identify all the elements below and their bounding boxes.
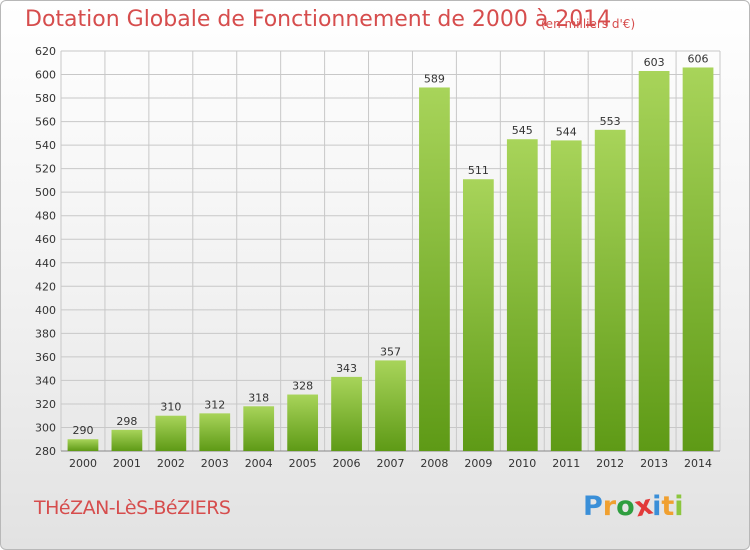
data-label-2000: 290 bbox=[72, 424, 93, 437]
bar-2000 bbox=[67, 439, 99, 451]
logo-letter: t bbox=[661, 491, 675, 522]
x-tick-label-2013: 2013 bbox=[640, 457, 668, 470]
y-tick-label: 460 bbox=[35, 233, 56, 246]
x-tick-label-2009: 2009 bbox=[464, 457, 492, 470]
bar-2011 bbox=[550, 140, 582, 452]
bar-2004 bbox=[243, 406, 275, 451]
data-label-2004: 318 bbox=[248, 391, 269, 404]
data-label-2013: 603 bbox=[644, 56, 665, 69]
commune-name: THéZAN-LèS-BéZIERS bbox=[34, 497, 231, 519]
y-tick-label: 420 bbox=[35, 280, 56, 293]
bar-2001 bbox=[111, 429, 143, 451]
logo-letter: i bbox=[674, 491, 684, 522]
data-label-2011: 544 bbox=[556, 125, 577, 138]
y-tick-label: 400 bbox=[35, 304, 56, 317]
bar-2002 bbox=[155, 415, 187, 451]
x-tick-label-2005: 2005 bbox=[289, 457, 317, 470]
data-label-2008: 589 bbox=[424, 72, 445, 85]
x-tick-label-2006: 2006 bbox=[333, 457, 361, 470]
chart-unit: (en milliers d'€) bbox=[541, 17, 636, 31]
y-tick-label: 320 bbox=[35, 398, 56, 411]
bar-2005 bbox=[287, 394, 319, 451]
y-tick-label: 540 bbox=[35, 139, 56, 152]
bar-2008 bbox=[419, 87, 450, 452]
bar-2003 bbox=[199, 413, 231, 451]
data-label-2002: 310 bbox=[160, 401, 181, 414]
y-tick-label: 580 bbox=[35, 92, 56, 105]
x-tick-label-2002: 2002 bbox=[157, 457, 185, 470]
data-label-2007: 357 bbox=[380, 345, 401, 358]
x-tick-label-2003: 2003 bbox=[201, 457, 229, 470]
x-tick-label-2011: 2011 bbox=[552, 457, 580, 470]
bar-2006 bbox=[331, 376, 362, 451]
data-label-2005: 328 bbox=[292, 380, 313, 393]
data-label-2009: 511 bbox=[468, 164, 489, 177]
x-tick-label-2000: 2000 bbox=[69, 457, 97, 470]
x-tick-label-2001: 2001 bbox=[113, 457, 141, 470]
y-tick-label: 440 bbox=[35, 257, 56, 270]
logo-letter: P bbox=[583, 491, 603, 522]
x-tick-label-2008: 2008 bbox=[420, 457, 448, 470]
logo-letter: i bbox=[652, 491, 662, 522]
data-label-2010: 545 bbox=[512, 124, 533, 137]
chart-title: Dotation Globale de Fonctionnement de 20… bbox=[25, 7, 612, 32]
y-tick-label: 280 bbox=[35, 445, 56, 458]
x-tick-label-2012: 2012 bbox=[596, 457, 624, 470]
logo-letter: o bbox=[616, 491, 635, 522]
y-tick-label: 340 bbox=[35, 374, 56, 387]
bars bbox=[67, 67, 714, 452]
data-label-2001: 298 bbox=[116, 415, 137, 428]
y-tick-label: 380 bbox=[35, 327, 56, 340]
bar-2012 bbox=[594, 129, 626, 451]
y-tick-label: 480 bbox=[35, 210, 56, 223]
x-tick-label-2004: 2004 bbox=[245, 457, 273, 470]
bar-2009 bbox=[462, 179, 494, 451]
logo-letter: r bbox=[602, 491, 617, 522]
y-tick-labels: 280 300 320 340 360 380 400 420 440 460 480 500 520 5… bbox=[35, 45, 56, 458]
data-label-2014: 606 bbox=[688, 52, 709, 65]
bar-2014 bbox=[682, 67, 714, 452]
x-tick-label-2014: 2014 bbox=[684, 457, 712, 470]
x-tick-label-2010: 2010 bbox=[508, 457, 536, 470]
x-tick-label-2007: 2007 bbox=[377, 457, 405, 470]
data-labels: 290 298 310 312 318 328 343 357 589 511 545 544 553 6… bbox=[72, 52, 708, 437]
y-tick-label: 500 bbox=[35, 186, 56, 199]
x-tick-labels: 2000 2001 2002 2003 2004 2005 2006 2007 2008 2009… bbox=[69, 457, 712, 470]
bar-2010 bbox=[506, 139, 538, 451]
data-label-2006: 343 bbox=[336, 362, 357, 375]
y-tick-label: 620 bbox=[35, 45, 56, 58]
data-label-2003: 312 bbox=[204, 398, 225, 411]
bar-2013 bbox=[638, 71, 670, 451]
data-label-2012: 553 bbox=[600, 115, 621, 128]
y-tick-label: 600 bbox=[35, 69, 56, 82]
proxiti-logo[interactable]: Proxiti bbox=[583, 490, 684, 524]
bar-2007 bbox=[375, 360, 406, 451]
y-tick-label: 520 bbox=[35, 163, 56, 176]
y-tick-label: 560 bbox=[35, 116, 56, 129]
y-tick-label: 360 bbox=[35, 351, 56, 364]
y-tick-label: 300 bbox=[35, 421, 56, 434]
